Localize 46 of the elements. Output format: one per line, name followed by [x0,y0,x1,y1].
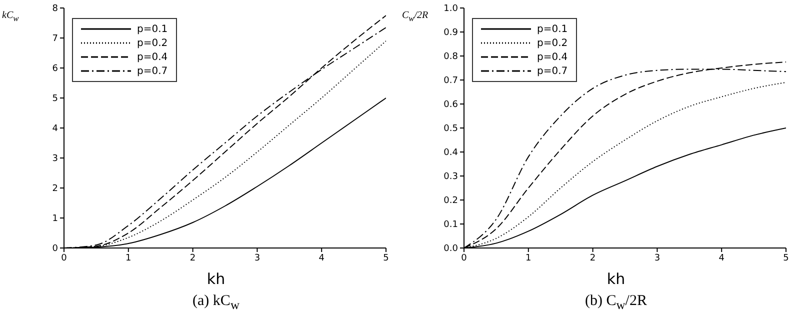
x-tick-label: 5 [383,253,389,264]
legend-label: p=0.4 [537,52,568,62]
y-tick-label: 0.4 [444,148,458,158]
y-tick-label: 0 [52,244,58,254]
y-tick-label: 0.7 [444,76,458,86]
y-tick-label: 6 [52,64,58,74]
legend-label: p=0.2 [137,38,168,48]
y-tick-label: 8 [52,4,58,14]
y-axis-title: kC$_{w}$ [2,10,19,23]
text: (a) kC$_{w}$ [192,293,240,312]
y-tick-label: 0.0 [444,244,458,254]
x-tick-label: 4 [318,253,325,264]
y-tick-label: 0.1 [444,220,458,230]
x-tick-label: 5 [783,253,789,264]
x-tick-label: 2 [590,253,596,264]
x-tick-label: 3 [654,253,660,264]
y-tick-label: 7 [52,34,58,44]
x-tick-label: 3 [254,253,260,264]
y-tick-label: 0.2 [444,196,458,206]
y-tick-label: 0.5 [444,124,458,134]
legend-label: p=0.7 [537,66,568,76]
legend-label: p=0.7 [137,66,168,76]
y-tick-label: 1 [52,214,58,224]
y-axis-title: C$_{w}$/2R [402,10,428,23]
y-tick-label: 2 [52,184,58,194]
y-tick-label: 0.6 [444,100,458,110]
x-axis-title: kh [206,270,226,288]
x-tick-label: 1 [126,253,132,264]
y-tick-label: 3 [52,154,58,164]
y-tick-label: 1.0 [444,4,458,14]
legend-label: p=0.1 [537,24,568,34]
legend-label: p=0.4 [137,52,168,62]
legend-label: p=0.2 [537,38,568,48]
y-tick-label: 5 [52,94,58,104]
y-tick-label: 0.8 [444,52,458,62]
x-tick-label: 0 [61,253,68,264]
x-tick-label: 1 [526,253,532,264]
legend-label: p=0.1 [137,24,168,34]
x-tick-label: 0 [461,253,468,264]
x-axis-title: kh [606,270,626,288]
text: (b) C$_{w}$/2R [585,293,647,312]
y-tick-label: 4 [52,124,58,134]
y-tick-label: 0.9 [444,28,458,38]
x-tick-label: 4 [718,253,725,264]
x-tick-label: 2 [190,253,196,264]
y-tick-label: 0.3 [444,172,458,182]
